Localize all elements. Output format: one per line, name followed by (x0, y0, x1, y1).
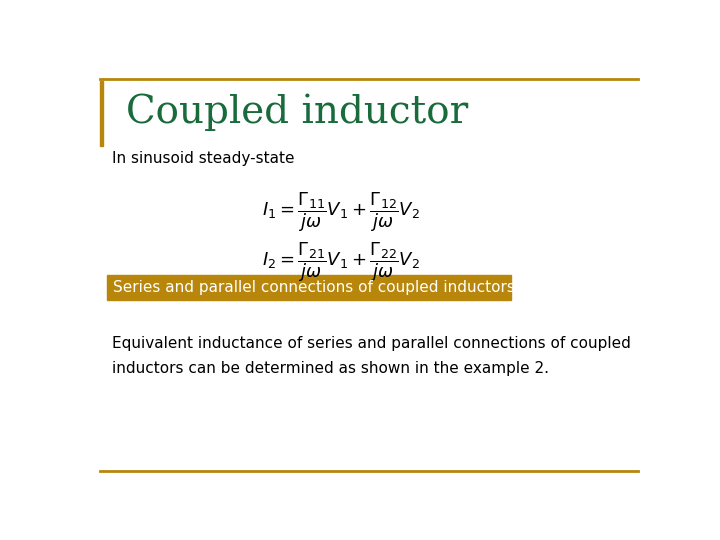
Bar (100, 82, 104, 146)
Text: In sinusoid steady-state: In sinusoid steady-state (112, 151, 294, 166)
Text: $I_1 = \dfrac{\Gamma_{11}}{j\omega}V_1 + \dfrac{\Gamma_{12}}{j\omega}V_2$: $I_1 = \dfrac{\Gamma_{11}}{j\omega}V_1 +… (262, 191, 420, 234)
Text: $I_2 = \dfrac{\Gamma_{21}}{j\omega}V_1 + \dfrac{\Gamma_{22}}{j\omega}V_2$: $I_2 = \dfrac{\Gamma_{21}}{j\omega}V_1 +… (262, 240, 420, 284)
FancyBboxPatch shape (107, 275, 511, 300)
Text: Coupled inductor: Coupled inductor (126, 94, 469, 131)
Text: Equivalent inductance of series and parallel connections of coupled
inductors ca: Equivalent inductance of series and para… (112, 336, 631, 376)
Text: Series and parallel connections of coupled inductors: Series and parallel connections of coupl… (114, 280, 516, 295)
